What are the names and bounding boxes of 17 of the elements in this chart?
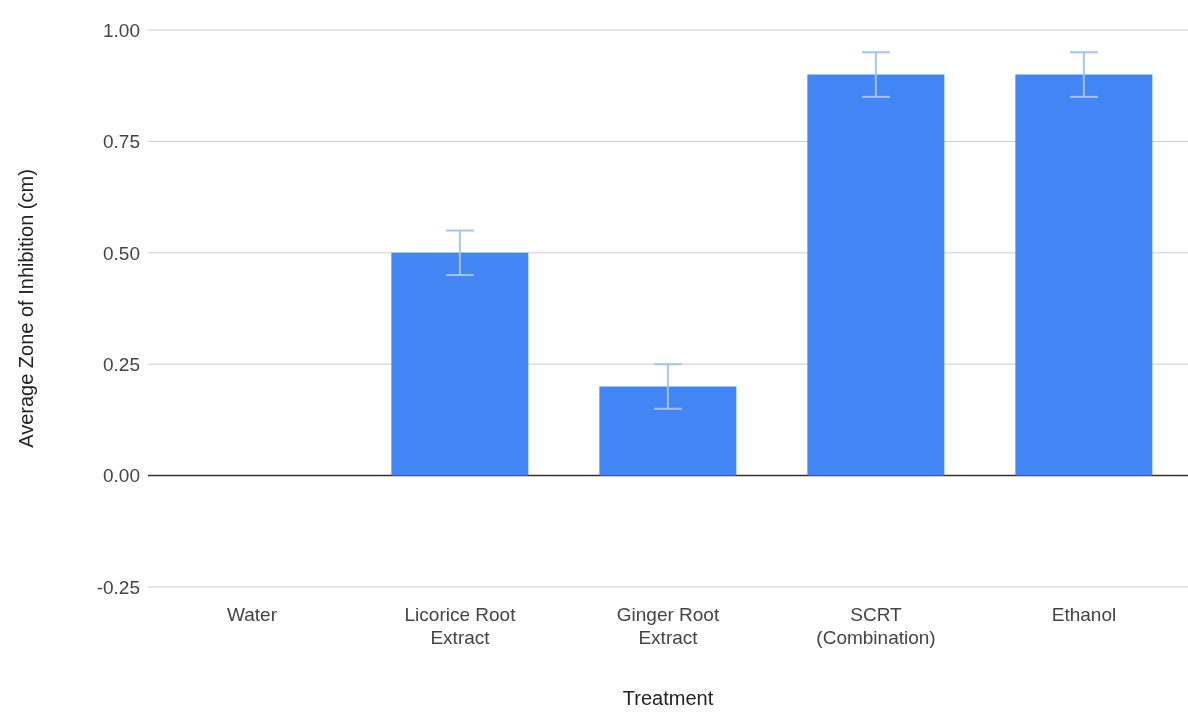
x-tick-label: SCRT (Combination) [816,604,936,648]
bar [807,74,945,476]
bar [391,252,529,476]
y-tick-label: 0.00 [103,465,140,487]
y-tick-label: 0.75 [103,131,140,153]
bar [1015,74,1153,476]
y-tick-label: 0.50 [103,242,140,264]
y-tick-label: 0.25 [103,353,140,375]
y-tick-label: -0.25 [96,576,140,598]
x-tick-label: Licorice Root Extract [404,604,517,648]
x-tick-label: Ginger Root Extract [616,604,720,648]
y-tick-label: 1.00 [103,19,140,41]
bar [599,386,737,476]
x-axis-title: Treatment [622,687,714,709]
x-tick-label: Water [227,604,278,625]
y-axis-title: Average Zone of Inhibition (cm) [15,169,38,448]
x-tick-label: Ethanol [1051,604,1117,625]
